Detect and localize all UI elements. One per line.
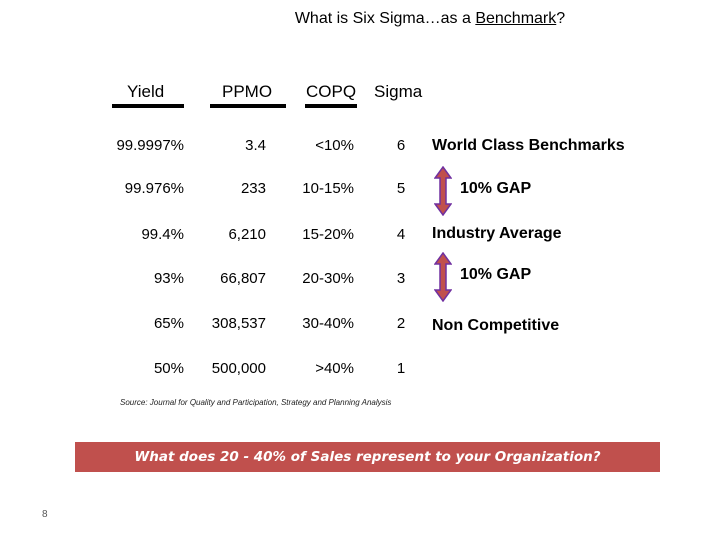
gap-lower-label: 10% GAP bbox=[460, 266, 532, 283]
cell-ppmo: 308,537 bbox=[211, 315, 266, 332]
cell-sigma: 6 bbox=[396, 137, 406, 154]
gap-upper-label: 10% GAP bbox=[460, 180, 532, 197]
cell-sigma: 1 bbox=[396, 360, 406, 377]
cell-ppmo: 500,000 bbox=[211, 360, 266, 377]
question-banner: What does 20 - 40% of Sales represent to… bbox=[75, 442, 660, 472]
cell-ppmo: 233 bbox=[240, 180, 266, 197]
cell-copq: 30-40% bbox=[302, 315, 354, 332]
header-yield-underline bbox=[112, 104, 184, 108]
industry-average-label: Industry Average bbox=[432, 225, 562, 242]
cell-yield: 99.976% bbox=[124, 180, 184, 197]
cell-ppmo: 66,807 bbox=[220, 270, 266, 287]
cell-yield: 50% bbox=[153, 360, 184, 377]
cell-yield: 99.4% bbox=[141, 226, 184, 243]
title-prefix: What is Six Sigma…as a bbox=[294, 10, 476, 27]
page-number: 8 bbox=[42, 509, 48, 520]
header-ppmo: PPMO bbox=[222, 82, 273, 101]
cell-sigma: 4 bbox=[396, 226, 406, 243]
header-copq: COPQ bbox=[306, 82, 357, 101]
double-arrow-icon bbox=[434, 252, 452, 302]
cell-yield: 93% bbox=[153, 270, 184, 287]
world-class-label: World Class Benchmarks bbox=[432, 137, 625, 154]
cell-yield: 99.9997% bbox=[116, 137, 184, 154]
cell-sigma: 3 bbox=[396, 270, 406, 287]
header-sigma: Sigma bbox=[374, 82, 423, 101]
cell-yield: 65% bbox=[153, 315, 184, 332]
source-citation: Source: Journal for Quality and Particip… bbox=[120, 398, 392, 407]
slide-title: What is Six Sigma…as a Benchmark? bbox=[0, 10, 720, 28]
header-copq-underline bbox=[305, 104, 357, 108]
cell-copq: 10-15% bbox=[302, 180, 354, 197]
double-arrow-icon bbox=[434, 166, 452, 216]
cell-copq: >40% bbox=[315, 360, 354, 377]
cell-copq: 15-20% bbox=[302, 226, 354, 243]
header-yield: Yield bbox=[127, 82, 165, 101]
cell-sigma: 5 bbox=[396, 180, 406, 197]
cell-ppmo: 3.4 bbox=[245, 137, 266, 154]
cell-ppmo: 6,210 bbox=[228, 226, 266, 243]
non-competitive-label: Non Competitive bbox=[432, 317, 560, 334]
cell-sigma: 2 bbox=[396, 315, 406, 332]
cell-copq: <10% bbox=[315, 137, 354, 154]
header-ppmo-underline bbox=[210, 104, 286, 108]
cell-copq: 20-30% bbox=[302, 270, 354, 287]
title-underlined: Benchmark bbox=[475, 10, 557, 27]
title-suffix: ? bbox=[556, 10, 566, 27]
